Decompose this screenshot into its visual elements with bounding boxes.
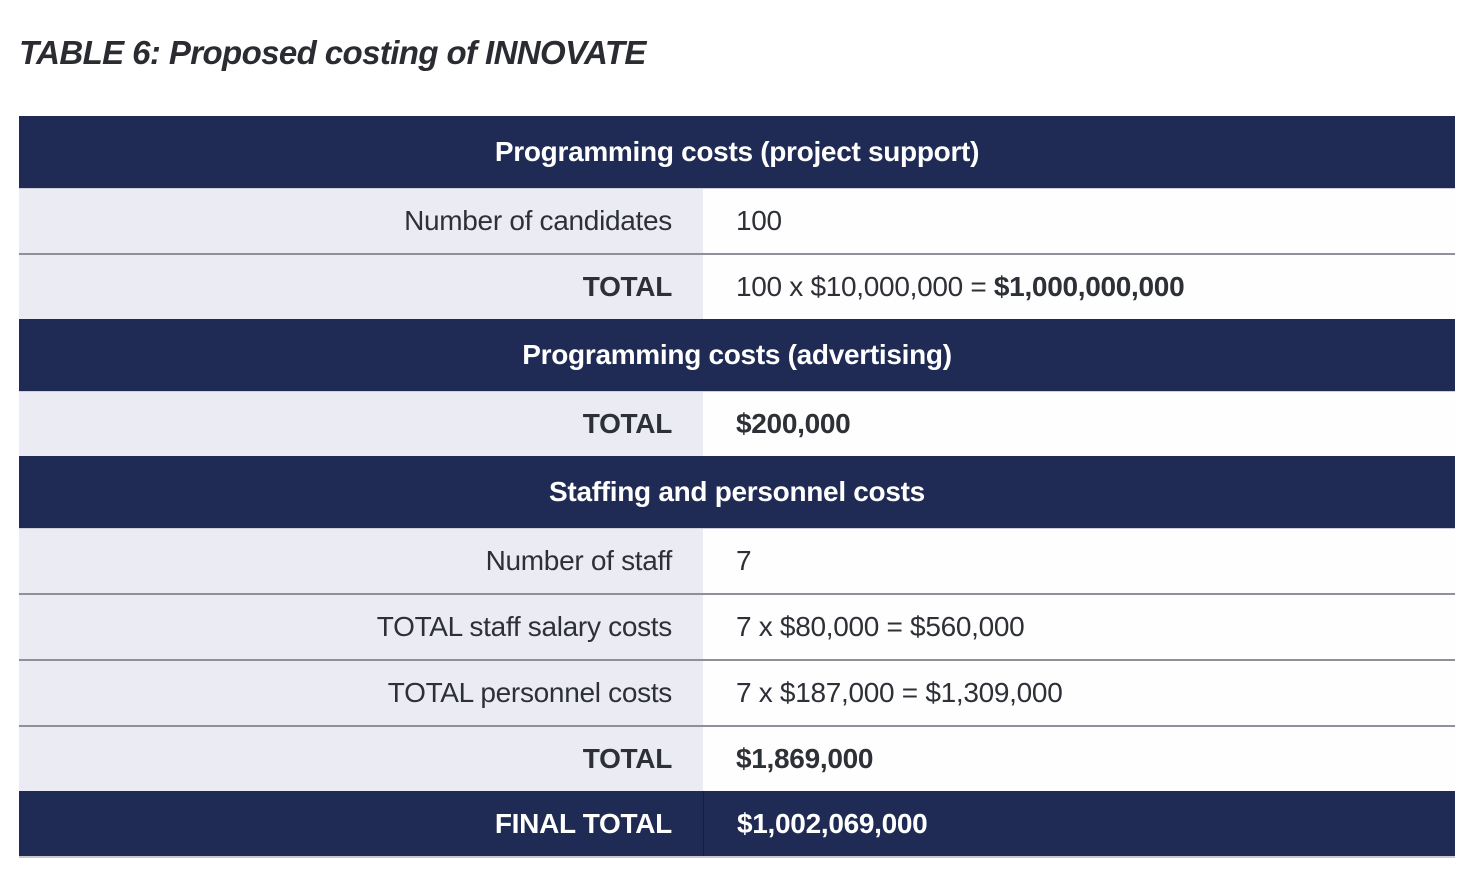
section-header-programming-project-support: Programming costs (project support) bbox=[19, 116, 1455, 190]
section-header-programming-advertising: Programming costs (advertising) bbox=[19, 319, 1455, 393]
row-label: TOTAL bbox=[19, 727, 703, 792]
row-value-text: 7 bbox=[736, 545, 752, 577]
costing-table: Programming costs (project support) Numb… bbox=[19, 116, 1455, 859]
page-title: TABLE 6: Proposed costing of INNOVATE bbox=[19, 34, 646, 71]
row-value: 100 x $10,000,000 = $1,000,000,000 bbox=[703, 255, 1455, 320]
row-value: 7 x $80,000 = $560,000 bbox=[703, 595, 1455, 660]
section-header-label: Programming costs (project support) bbox=[494, 136, 980, 168]
table-row-staffing-total: TOTAL $1,869,000 bbox=[19, 725, 1455, 792]
section-header-label: Staffing and personnel costs bbox=[549, 476, 925, 508]
table-row-project-support-total: TOTAL 100 x $10,000,000 = $1,000,000,000 bbox=[19, 253, 1455, 320]
final-total-value: $1,002,069,000 bbox=[703, 791, 1455, 857]
table-row-personnel-costs: TOTAL personnel costs 7 x $187,000 = $1,… bbox=[19, 659, 1455, 726]
row-value-text: 7 x $80,000 = $560,000 bbox=[736, 611, 1025, 643]
row-value-text: 100 x $10,000,000 = bbox=[736, 271, 994, 303]
table-row-advertising-total: TOTAL $200,000 bbox=[19, 392, 1455, 457]
row-label: Number of staff bbox=[19, 529, 703, 594]
row-label: TOTAL staff salary costs bbox=[19, 595, 703, 660]
final-total-label: FINAL TOTAL bbox=[494, 807, 672, 839]
row-value: 7 bbox=[703, 529, 1455, 594]
row-value: $200,000 bbox=[703, 392, 1455, 457]
row-value-text: 7 x $187,000 = $1,309,000 bbox=[736, 677, 1063, 709]
section-header-staffing-personnel: Staffing and personnel costs bbox=[19, 456, 1455, 530]
section-header-label: Programming costs (advertising) bbox=[522, 339, 952, 371]
table-row-staff-salary-costs: TOTAL staff salary costs 7 x $80,000 = $… bbox=[19, 593, 1455, 660]
final-total-row: FINAL TOTAL $1,002,069,000 bbox=[19, 791, 1455, 859]
table-row-number-of-staff: Number of staff 7 bbox=[19, 529, 1455, 594]
row-value: 100 bbox=[703, 189, 1455, 254]
row-label: TOTAL bbox=[19, 392, 703, 457]
row-value-bold-text: $1,000,000,000 bbox=[993, 271, 1185, 303]
row-label: Number of candidates bbox=[19, 189, 703, 254]
row-label: TOTAL bbox=[19, 255, 703, 320]
row-label: TOTAL personnel costs bbox=[19, 661, 703, 726]
row-value-bold-text: $1,869,000 bbox=[736, 743, 874, 775]
row-value: 7 x $187,000 = $1,309,000 bbox=[703, 661, 1455, 726]
row-value-text: 100 bbox=[736, 205, 782, 237]
row-value: $1,869,000 bbox=[703, 727, 1455, 792]
row-value-bold-text: $200,000 bbox=[736, 408, 851, 440]
table-row-number-of-candidates: Number of candidates 100 bbox=[19, 189, 1455, 254]
